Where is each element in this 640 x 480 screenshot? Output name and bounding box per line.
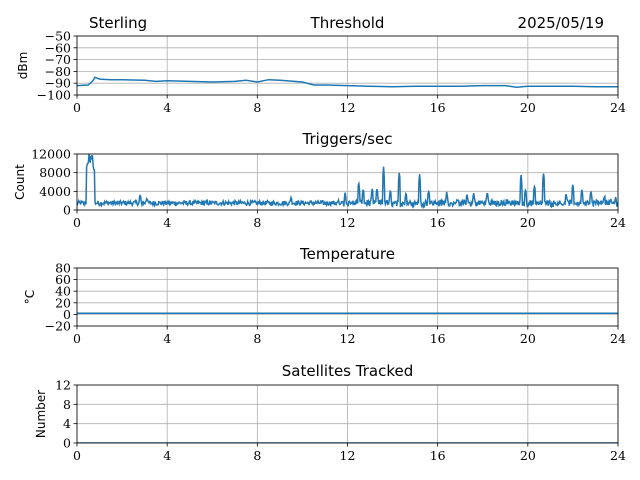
x-tick-label: 20 [520,100,536,115]
y-tick-label: −60 [45,40,71,55]
y-tick-label: 8 [63,397,71,412]
x-tick-label: 4 [163,100,171,115]
y-tick-label: 0 [63,436,71,451]
y-axis-label: Count [13,164,27,200]
y-tick-label: 4 [63,416,71,431]
x-tick-label: 0 [73,448,81,463]
panel-1: 0 4 8 12 16 20 24 −100−90−80−70−60−50 Threshold d… [16,14,626,115]
x-tick-label: 24 [610,100,626,115]
x-tick-label: 4 [163,448,171,463]
x-tick-label: 4 [163,331,171,346]
panel-title: Temperature [299,245,395,263]
x-tick-label: 0 [73,331,81,346]
y-axis-label: dBm [16,52,30,80]
y-tick-label: 8000 [39,165,71,180]
x-tick-label: 16 [430,100,446,115]
x-tick-label: 8 [253,100,261,115]
x-tick-label: 20 [520,215,536,230]
panel-title: Satellites Tracked [282,362,413,380]
date-label: 2025/05/19 [518,14,604,32]
panel-2: 0 4 8 12 16 20 24 0 4000 8000 12000 Triggers/sec Cou… [13,130,626,230]
y-tick-label: −80 [45,64,71,79]
y-tick-label: −20 [45,319,71,334]
x-tick-label: 24 [610,448,626,463]
panel-4: 0 4 8 12 16 20 24 0 4 8 12 Satellites Tracked Number [34,362,626,463]
series-line [77,154,618,209]
y-tick-label: −90 [45,76,71,91]
station-name: Sterling [89,14,147,32]
x-tick-label: 24 [610,331,626,346]
y-tick-label: 20 [55,295,71,310]
x-tick-label: 8 [253,331,261,346]
chart-panels: 0 4 8 12 16 20 24 −100−90−80−70−60−50 Threshold d… [13,14,626,463]
x-tick-label: 12 [340,448,356,463]
panel-title: Triggers/sec [302,130,393,148]
x-tick-label: 20 [520,331,536,346]
y-tick-label: 4000 [39,184,71,199]
x-tick-label: 0 [73,100,81,115]
x-tick-label: 24 [610,215,626,230]
y-tick-label: 40 [55,284,71,299]
x-tick-label: 8 [253,215,261,230]
x-tick-label: 16 [430,331,446,346]
x-tick-label: 16 [430,215,446,230]
x-tick-label: 8 [253,448,261,463]
y-tick-label: 12 [55,378,71,393]
y-tick-label: 12000 [31,147,71,162]
x-tick-label: 16 [430,448,446,463]
y-axis-label: Number [34,390,48,438]
x-tick-label: 12 [340,331,356,346]
x-tick-label: 12 [340,100,356,115]
x-tick-label: 4 [163,215,171,230]
y-tick-label: 60 [55,272,71,287]
y-axis-label: °C [23,290,37,304]
y-tick-label: 0 [63,307,71,322]
panel-title: Threshold [310,14,385,32]
x-tick-label: 0 [73,215,81,230]
y-tick-label: −100 [37,88,71,103]
y-tick-label: 80 [55,261,71,276]
y-tick-label: −50 [45,29,71,44]
series-line [77,76,618,89]
y-tick-label: 0 [63,203,71,218]
x-tick-label: 20 [520,448,536,463]
y-tick-label: −70 [45,52,71,67]
x-tick-label: 12 [340,215,356,230]
